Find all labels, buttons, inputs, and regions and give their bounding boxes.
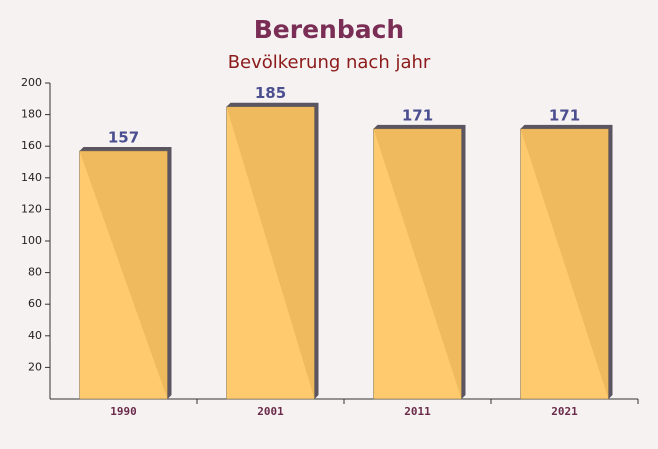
y-tick-label: 20: [28, 360, 42, 373]
bar: [79, 150, 168, 400]
value-label: 171: [549, 106, 580, 124]
x-tick-label: 2021: [551, 405, 578, 418]
bar: [520, 128, 609, 400]
x-tick-label: 2001: [257, 405, 284, 418]
y-tick-label: 120: [21, 202, 42, 215]
y-tick-label: 100: [21, 234, 42, 247]
x-tick-label: 2011: [404, 405, 431, 418]
y-tick-label: 160: [21, 139, 42, 152]
value-label: 185: [255, 84, 286, 102]
y-tick-label: 40: [28, 329, 42, 342]
chart-subtitle: Bevölkerung nach jahr: [228, 52, 431, 73]
x-tick-label: 1990: [110, 405, 137, 418]
y-tick-label: 140: [21, 171, 42, 184]
y-tick-label: 80: [28, 266, 42, 279]
y-tick-label: 200: [21, 76, 42, 89]
y-tick-label: 60: [28, 297, 42, 310]
chart-title: Berenbach: [254, 15, 404, 44]
y-tick-label: 180: [21, 108, 42, 121]
value-label: 157: [108, 128, 139, 146]
bar: [373, 128, 462, 400]
value-label: 171: [402, 106, 433, 124]
bar: [226, 106, 315, 400]
